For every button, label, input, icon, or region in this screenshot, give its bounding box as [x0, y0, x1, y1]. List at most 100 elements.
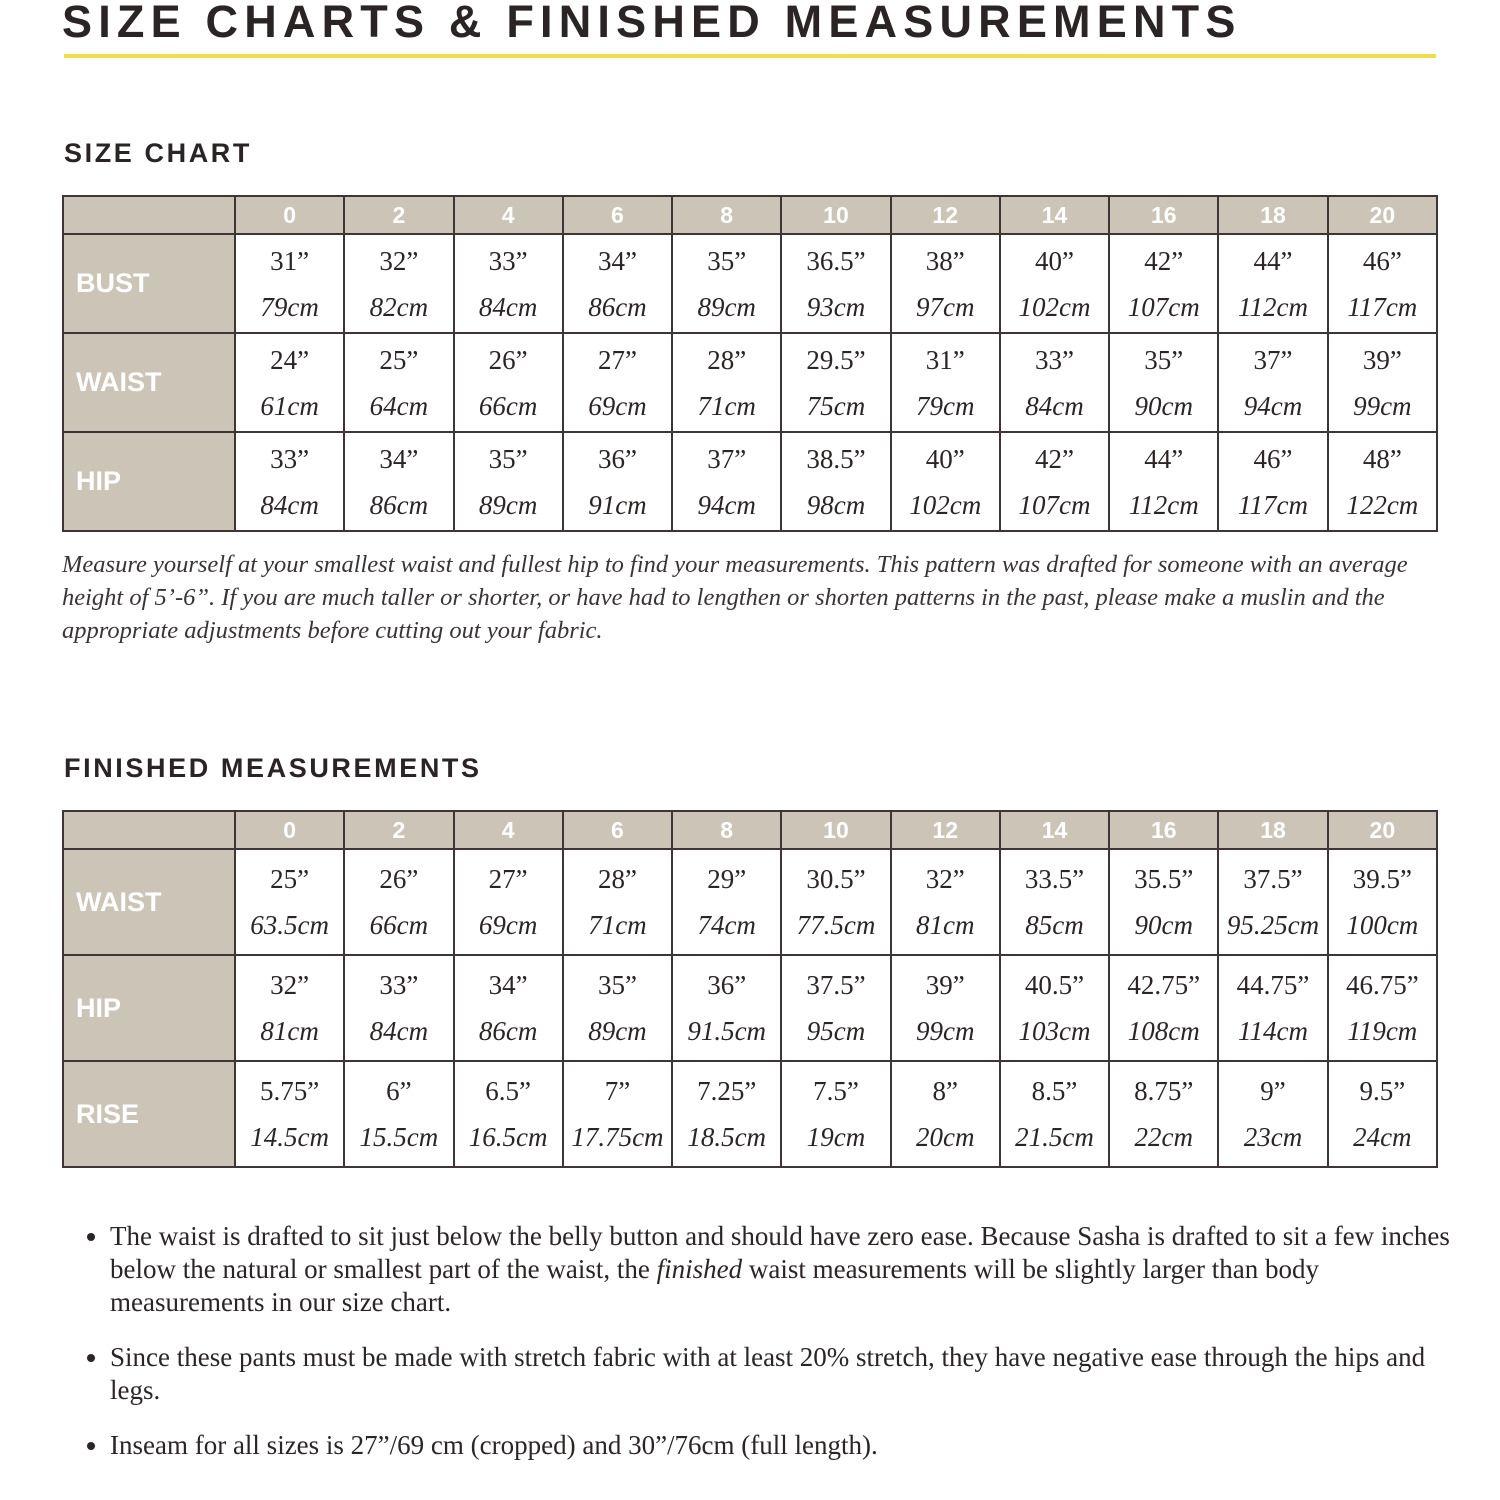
- measurement-cell: 6” 15.5cm: [343, 1060, 455, 1168]
- inches-value: 31”: [925, 344, 965, 375]
- cm-value: 98cm: [806, 489, 866, 520]
- cm-value: 85cm: [1025, 910, 1084, 940]
- measurement-cell: 33” 84cm: [998, 332, 1111, 433]
- inches-value: 42”: [1144, 245, 1184, 276]
- cm-value: 93cm: [806, 291, 866, 322]
- cm-value: 18.5cm: [687, 1122, 767, 1152]
- inches-value: 29”: [707, 864, 747, 894]
- size-chart-note: Measure yourself at your smallest waist …: [62, 551, 1408, 644]
- inches-value: 24”: [270, 344, 310, 375]
- inches-value: 7.5”: [813, 1076, 859, 1106]
- cm-value: 117cm: [1347, 291, 1418, 322]
- measurement-cell: 8” 20cm: [889, 1060, 1001, 1168]
- measurement-cell: 35.5” 90cm: [1108, 848, 1220, 956]
- inches-value: 34”: [597, 245, 637, 276]
- cm-value: 84cm: [478, 291, 538, 322]
- inches-value: 37.5”: [806, 970, 866, 1000]
- inches-value: 27”: [597, 344, 637, 375]
- note-text: waist measurements will be slightly larg…: [110, 1254, 1319, 1317]
- cm-value: 21.5cm: [1015, 1122, 1094, 1152]
- inches-value: 40.5”: [1024, 970, 1085, 1000]
- cm-value: 23cm: [1243, 1122, 1303, 1152]
- measurement-cell: 5.75” 14.5cm: [233, 1060, 346, 1168]
- inches-value: 46.75”: [1345, 970, 1419, 1000]
- inches-value: 33”: [1035, 344, 1074, 375]
- measurement-cell: 34” 86cm: [343, 431, 455, 532]
- inches-value: 38”: [925, 245, 965, 276]
- measurement-cell: 24” 61cm: [233, 332, 346, 433]
- measurement-cell: 29.5” 75cm: [780, 332, 892, 433]
- cm-value: 112cm: [1128, 489, 1199, 520]
- note-text: The waist is drafted to sit just below t…: [110, 1221, 1450, 1284]
- inches-value: 30.5”: [806, 864, 866, 894]
- measurement-cell: 38” 97cm: [889, 233, 1001, 334]
- cm-value: 114cm: [1238, 1016, 1309, 1046]
- measurement-cell: 7” 17.75cm: [561, 1060, 674, 1168]
- cm-value: 112cm: [1238, 291, 1309, 322]
- cm-value: 66cm: [369, 910, 429, 940]
- title-underline: [64, 54, 1436, 58]
- measurement-cell: 9.5” 24cm: [1326, 1060, 1439, 1168]
- inches-value: 48”: [1362, 443, 1402, 474]
- size-header: 10: [780, 195, 892, 235]
- measurement-cell: 48” 122cm: [1326, 431, 1439, 532]
- measurement-cell: 28” 71cm: [671, 332, 783, 433]
- note-inseam: Inseam for all sizes is 27”/69 cm (cropp…: [110, 1429, 1470, 1462]
- measurement-cell: 46” 117cm: [1217, 431, 1329, 532]
- inches-value: 39”: [925, 970, 965, 1000]
- cm-value: 14.5cm: [250, 1122, 329, 1152]
- size-header: 16: [1108, 810, 1220, 850]
- measurement-cell: 7.5” 19cm: [780, 1060, 892, 1168]
- inches-value: 39.5”: [1352, 864, 1412, 894]
- inches-value: 42.75”: [1127, 970, 1201, 1000]
- measurement-cell: 39.5” 100cm: [1326, 848, 1439, 956]
- size-header: 4: [452, 810, 564, 850]
- cm-value: 86cm: [588, 291, 647, 322]
- inches-value: 28”: [707, 344, 747, 375]
- measurement-cell: 36.5” 93cm: [780, 233, 892, 334]
- measurement-cell: 8.5” 21.5cm: [998, 1060, 1111, 1168]
- cm-value: 91.5cm: [687, 1016, 767, 1046]
- inches-value: 8.75”: [1134, 1076, 1194, 1106]
- row-label: BUST: [62, 233, 236, 334]
- row-label: RISE: [62, 1060, 236, 1168]
- measurement-cell: 9” 23cm: [1217, 1060, 1329, 1168]
- inches-value: 32”: [270, 970, 310, 1000]
- inches-value: 6”: [386, 1076, 412, 1106]
- table-row: HIP 32” 81cm 33” 84cm 34” 86cm 35” 89cm 36” 91.5cm…: [62, 954, 1439, 1062]
- inches-value: 29.5”: [806, 344, 866, 375]
- cm-value: 24cm: [1353, 1122, 1412, 1152]
- cm-value: 89cm: [697, 291, 756, 322]
- measurement-cell: 42.75” 108cm: [1108, 954, 1220, 1062]
- cm-value: 102cm: [1018, 291, 1091, 322]
- inches-value: 36”: [707, 970, 747, 1000]
- size-header: 20: [1326, 810, 1439, 850]
- cm-value: 20cm: [915, 1122, 975, 1152]
- size-header: 10: [780, 810, 892, 850]
- size-header: 20: [1326, 195, 1439, 235]
- cm-value: 90cm: [1134, 390, 1193, 421]
- cm-value: 86cm: [369, 489, 429, 520]
- measurement-cell: 26” 66cm: [343, 848, 455, 956]
- measurement-cell: 29” 74cm: [671, 848, 783, 956]
- inches-value: 8”: [932, 1076, 958, 1106]
- cm-value: 84cm: [369, 1016, 429, 1046]
- cm-value: 79cm: [260, 291, 319, 322]
- measurement-cell: 40” 102cm: [998, 233, 1111, 334]
- inches-value: 40”: [1035, 245, 1074, 276]
- cm-value: 75cm: [806, 390, 866, 421]
- measurement-cell: 33” 84cm: [233, 431, 346, 532]
- cm-value: 107cm: [1127, 291, 1200, 322]
- cm-value: 91cm: [588, 489, 647, 520]
- cm-value: 74cm: [697, 910, 756, 940]
- inches-value: 33.5”: [1024, 864, 1085, 894]
- cm-value: 90cm: [1134, 910, 1193, 940]
- inches-value: 37”: [1253, 344, 1293, 375]
- measurement-cell: 25” 64cm: [343, 332, 455, 433]
- cm-value: 16.5cm: [468, 1122, 548, 1152]
- measurement-cell: 39” 99cm: [1326, 332, 1439, 433]
- inches-value: 36”: [597, 443, 637, 474]
- cm-value: 63.5cm: [250, 910, 329, 940]
- row-label: HIP: [62, 954, 236, 1062]
- row-label: WAIST: [62, 848, 236, 956]
